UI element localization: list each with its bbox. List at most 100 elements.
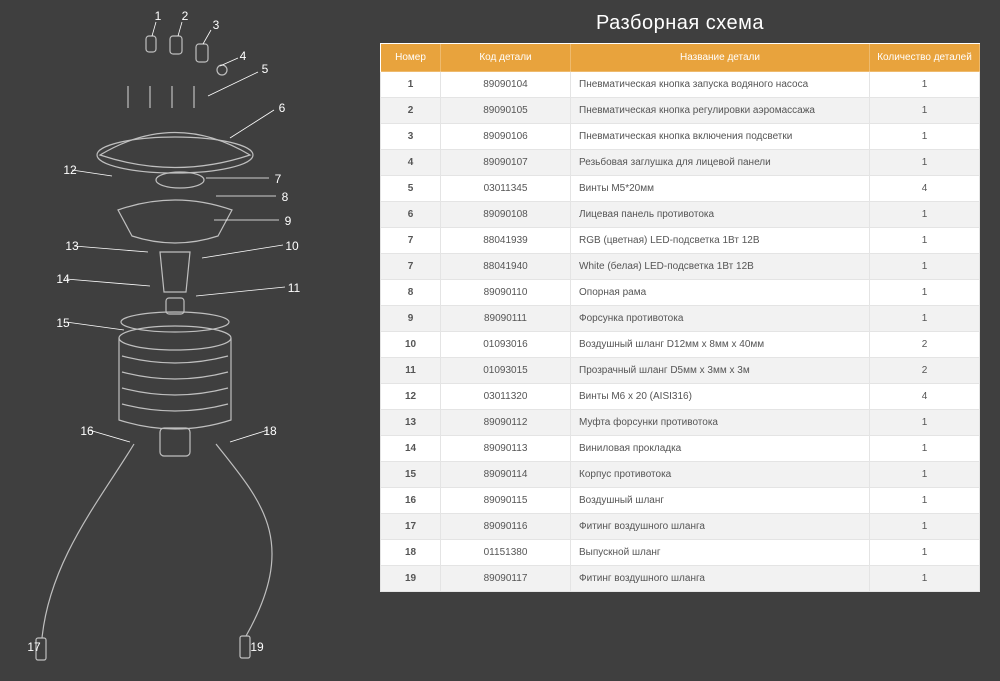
table-row: 1203011320Винты M6 x 20 (AISI316)4 (381, 384, 980, 410)
cell-number: 4 (381, 150, 441, 176)
col-number: Номер (381, 44, 441, 72)
callout-label: 11 (285, 281, 303, 295)
cell-code: 89090116 (441, 514, 571, 540)
cell-code: 89090113 (441, 436, 571, 462)
col-code: Код детали (441, 44, 571, 72)
cell-code: 88041940 (441, 254, 571, 280)
cell-code: 89090112 (441, 410, 571, 436)
cell-name: White (белая) LED-подсветка 1Вт 12В (571, 254, 870, 280)
cell-qty: 1 (870, 98, 980, 124)
cell-number: 19 (381, 566, 441, 592)
callout-label: 16 (78, 424, 96, 438)
table-row: 889090110Опорная рама1 (381, 280, 980, 306)
table-row: 1789090116Фитинг воздушного шланга1 (381, 514, 980, 540)
cell-number: 18 (381, 540, 441, 566)
table-row: 503011345Винты M5*20мм4 (381, 176, 980, 202)
cell-name: Пневматическая кнопка включения подсветк… (571, 124, 870, 150)
table-row: 1489090113Виниловая прокладка1 (381, 436, 980, 462)
cell-number: 6 (381, 202, 441, 228)
cell-code: 89090108 (441, 202, 571, 228)
callout-label: 9 (279, 214, 297, 228)
cell-name: Винты M6 x 20 (AISI316) (571, 384, 870, 410)
table-header: Номер Код детали Название детали Количес… (381, 44, 980, 72)
table-row: 1589090114Корпус противотока1 (381, 462, 980, 488)
cell-name: Пневматическая кнопка регулировки аэрома… (571, 98, 870, 124)
callout-label: 6 (273, 101, 291, 115)
cell-name: Муфта форсунки противотока (571, 410, 870, 436)
table-row: 1689090115Воздушный шланг1 (381, 488, 980, 514)
cell-name: Воздушный шланг D12мм x 8мм x 40мм (571, 332, 870, 358)
callout-label: 15 (54, 316, 72, 330)
cell-name: RGB (цветная) LED-подсветка 1Вт 12В (571, 228, 870, 254)
cell-qty: 1 (870, 72, 980, 98)
cell-name: Лицевая панель противотока (571, 202, 870, 228)
cell-code: 89090117 (441, 566, 571, 592)
callout-label: 5 (256, 62, 274, 76)
callout-label: 13 (63, 239, 81, 253)
cell-qty: 1 (870, 488, 980, 514)
table-row: 1801151380Выпускной шланг1 (381, 540, 980, 566)
cell-qty: 1 (870, 566, 980, 592)
cell-code: 89090104 (441, 72, 571, 98)
cell-qty: 4 (870, 384, 980, 410)
cell-code: 03011320 (441, 384, 571, 410)
cell-qty: 1 (870, 514, 980, 540)
page-title: Разборная схема (380, 12, 980, 35)
cell-qty: 2 (870, 332, 980, 358)
callout-label: 8 (276, 190, 294, 204)
table-row: 1389090112Муфта форсунки противотока1 (381, 410, 980, 436)
cell-qty: 1 (870, 306, 980, 332)
cell-qty: 1 (870, 280, 980, 306)
cell-qty: 1 (870, 462, 980, 488)
cell-number: 10 (381, 332, 441, 358)
cell-qty: 2 (870, 358, 980, 384)
callout-label: 3 (207, 18, 225, 32)
table-row: 289090105Пневматическая кнопка регулиров… (381, 98, 980, 124)
table-row: 1101093015Прозрачный шланг D5мм x 3мм x … (381, 358, 980, 384)
callout-label: 4 (234, 49, 252, 63)
cell-qty: 1 (870, 410, 980, 436)
callout-label: 14 (54, 272, 72, 286)
col-qty: Количество деталей (870, 44, 980, 72)
cell-number: 5 (381, 176, 441, 202)
cell-name: Фитинг воздушного шланга (571, 514, 870, 540)
cell-number: 9 (381, 306, 441, 332)
cell-code: 03011345 (441, 176, 571, 202)
cell-name: Опорная рама (571, 280, 870, 306)
cell-qty: 1 (870, 436, 980, 462)
cell-name: Форсунка противотока (571, 306, 870, 332)
callout-label: 12 (61, 163, 79, 177)
callout-label: 19 (248, 640, 266, 654)
table-row: 1 89090104Пневматическая кнопка запуска в… (381, 72, 980, 98)
table-row: 1001093016Воздушный шланг D12мм x 8мм x … (381, 332, 980, 358)
cell-name: Резьбовая заглушка для лицевой панели (571, 150, 870, 176)
cell-number: 2 (381, 98, 441, 124)
cell-number: 7 (381, 254, 441, 280)
cell-code: 89090105 (441, 98, 571, 124)
cell-code: 89090114 (441, 462, 571, 488)
cell-number: 13 (381, 410, 441, 436)
cell-qty: 1 (870, 150, 980, 176)
table-row: 489090107Резьбовая заглушка для лицевой … (381, 150, 980, 176)
callout-label: 17 (25, 640, 43, 654)
cell-code: 01093015 (441, 358, 571, 384)
cell-name: Выпускной шланг (571, 540, 870, 566)
cell-qty: 1 (870, 254, 980, 280)
cell-code: 89090111 (441, 306, 571, 332)
table-row: 1989090117Фитинг воздушного шланга1 (381, 566, 980, 592)
table-row: 389090106Пневматическая кнопка включения… (381, 124, 980, 150)
cell-code: 88041939 (441, 228, 571, 254)
cell-name: Прозрачный шланг D5мм x 3мм x 3м (571, 358, 870, 384)
callout-label: 18 (261, 424, 279, 438)
cell-name: Пневматическая кнопка запуска водяного н… (571, 72, 870, 98)
cell-code: 89090106 (441, 124, 571, 150)
callout-label: 2 (176, 9, 194, 23)
callout-label: 1 (149, 9, 167, 23)
cell-name: Корпус противотока (571, 462, 870, 488)
cell-number: 17 (381, 514, 441, 540)
table-row: 989090111Форсунка противотока1 (381, 306, 980, 332)
cell-number: 8 (381, 280, 441, 306)
cell-name: Винты M5*20мм (571, 176, 870, 202)
cell-code: 89090107 (441, 150, 571, 176)
parts-table: Номер Код детали Название детали Количес… (380, 43, 980, 592)
